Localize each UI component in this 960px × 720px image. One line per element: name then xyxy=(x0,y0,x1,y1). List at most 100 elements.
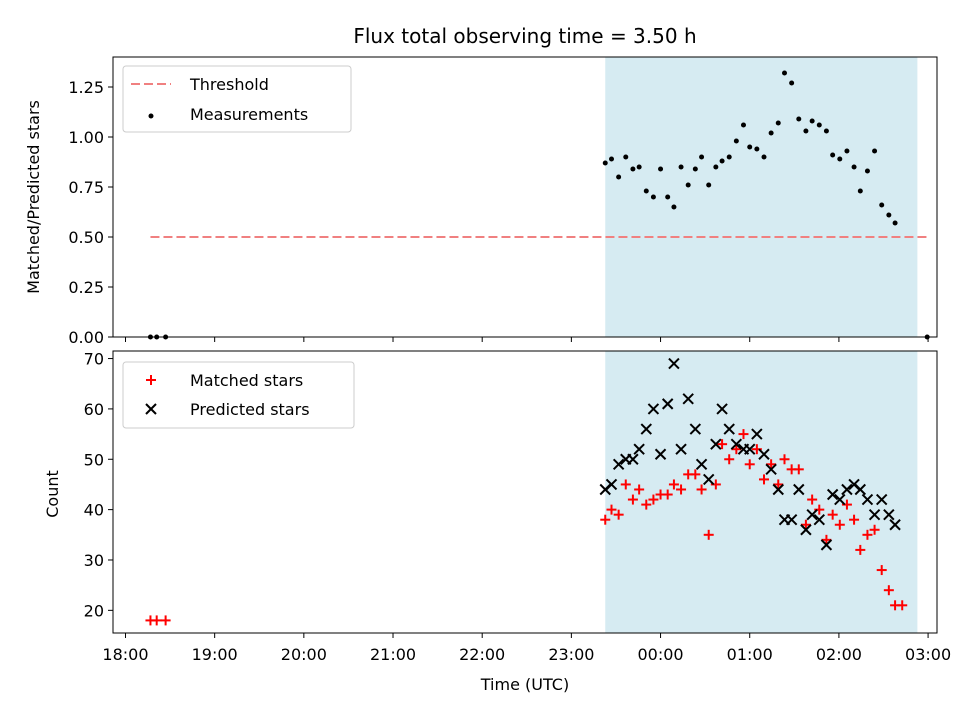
bottom-axis-ticks: 20 30 40 50 60 70 18:00 19:00 20:00 21:00 22:00 23:… xyxy=(84,350,951,664)
predicted-star-point xyxy=(765,463,777,476)
x-tick-label: 22:00 xyxy=(459,645,505,664)
predicted-star-point xyxy=(640,423,652,435)
top-axes-frame xyxy=(112,56,938,338)
predicted-star-point xyxy=(758,448,770,460)
matched-star-point xyxy=(724,454,735,465)
measurement-point xyxy=(650,194,656,200)
matched-star-point xyxy=(744,459,755,470)
measurement-point xyxy=(872,148,878,154)
bottom-y-tick-label: 60 xyxy=(84,400,104,419)
x-tick-label: 02:00 xyxy=(816,645,862,664)
predicted-star-point xyxy=(695,458,708,471)
matched-star-point xyxy=(827,509,838,520)
bottom-y-tick-label: 40 xyxy=(84,501,104,520)
measurement-point xyxy=(768,130,774,136)
matched-star-point xyxy=(662,489,673,500)
matched-star-point xyxy=(600,514,611,525)
bottom-legend: Matched stars Predicted stars xyxy=(122,361,355,429)
measurement-point xyxy=(803,128,809,134)
measurement-point xyxy=(879,202,885,208)
measurement-point xyxy=(892,220,898,226)
matched-star-point xyxy=(897,600,908,611)
measurement-point xyxy=(857,188,863,194)
x-tick-label: 18:00 xyxy=(102,645,148,664)
measurement-point xyxy=(837,156,843,162)
measurement-point xyxy=(754,146,760,152)
matched-star-point xyxy=(779,454,790,465)
predicted-star-point xyxy=(627,453,639,465)
matched-star-point xyxy=(773,479,784,490)
matched-star-point xyxy=(648,494,659,505)
legend-threshold-label: Threshold xyxy=(189,75,269,94)
measurement-point xyxy=(623,154,629,160)
top-y-tick-label: 0.25 xyxy=(68,278,104,297)
measurement-point xyxy=(740,122,746,128)
matched-star-point xyxy=(606,504,617,515)
predicted-star-point xyxy=(800,524,812,536)
predicted-star-point xyxy=(744,443,756,455)
predicted-star-point xyxy=(868,508,881,521)
predicted-star-point xyxy=(682,393,694,405)
matched-star-point xyxy=(703,529,714,540)
measurement-point xyxy=(809,118,815,124)
x-tick-label: 01:00 xyxy=(727,645,773,664)
predicted-star-point xyxy=(806,508,818,521)
predicted-star-point xyxy=(889,519,901,531)
predicted-star-point xyxy=(647,403,660,415)
matched-star-point xyxy=(738,429,749,440)
legend-measurements-swatch xyxy=(148,113,154,119)
measurement-point xyxy=(616,174,622,180)
predicted-star-point xyxy=(723,423,735,435)
predicted-star-point xyxy=(751,428,763,440)
matched-star-point xyxy=(800,519,811,530)
measurement-point xyxy=(830,152,836,158)
measurement-point xyxy=(678,164,684,170)
matched-star-point xyxy=(641,499,652,510)
predicted-star-point xyxy=(654,448,667,460)
measurement-point xyxy=(726,154,732,160)
measurement-point xyxy=(761,154,767,160)
measurement-point xyxy=(706,182,712,188)
measurement-point xyxy=(719,158,725,164)
measurement-point xyxy=(685,182,691,188)
x-tick-label: 03:00 xyxy=(905,645,951,664)
predicted-star-point xyxy=(730,438,743,450)
x-tick-label: 23:00 xyxy=(548,645,594,664)
matched-star-point xyxy=(696,484,707,495)
matched-star-point xyxy=(731,444,742,455)
predicted-star-point xyxy=(702,473,715,486)
top-panel: 0.00 0.25 0.50 0.75 1.00 1.25 Flux total obse… xyxy=(24,24,938,347)
measurement-point xyxy=(671,204,677,210)
measurement-point xyxy=(864,168,870,174)
top-y-tick-label: 0.50 xyxy=(68,228,104,247)
matched-star-point xyxy=(690,469,701,480)
matched-star-point xyxy=(876,565,887,576)
matched-star-point xyxy=(855,544,866,555)
matched-star-point xyxy=(883,585,894,596)
top-axis-ticks: 0.00 0.25 0.50 0.75 1.00 1.25 xyxy=(68,78,929,347)
top-measurement-points xyxy=(147,70,930,340)
matched-star-point xyxy=(676,484,687,495)
bottom-shade-rect xyxy=(605,351,918,633)
measurement-point xyxy=(636,164,642,170)
predicted-star-point xyxy=(716,403,728,415)
predicted-star-point xyxy=(820,539,833,551)
predicted-star-point xyxy=(883,508,895,521)
measurement-point xyxy=(713,164,719,170)
bottom-y-axis-label: Count xyxy=(43,470,62,518)
predicted-star-point xyxy=(675,443,687,455)
matched-star-point xyxy=(627,494,638,505)
matched-star-point xyxy=(834,519,845,530)
predicted-star-point xyxy=(841,483,853,496)
x-tick-label: 19:00 xyxy=(192,645,238,664)
bottom-star-points xyxy=(145,357,908,626)
predicted-star-point xyxy=(689,423,702,435)
bottom-y-tick-label: 70 xyxy=(84,350,104,369)
measurement-point xyxy=(782,70,788,76)
matched-star-point xyxy=(821,534,832,545)
matched-star-point xyxy=(849,514,860,525)
measurement-point xyxy=(789,80,795,86)
predicted-star-point xyxy=(612,458,625,471)
predicted-star-point xyxy=(710,438,722,450)
